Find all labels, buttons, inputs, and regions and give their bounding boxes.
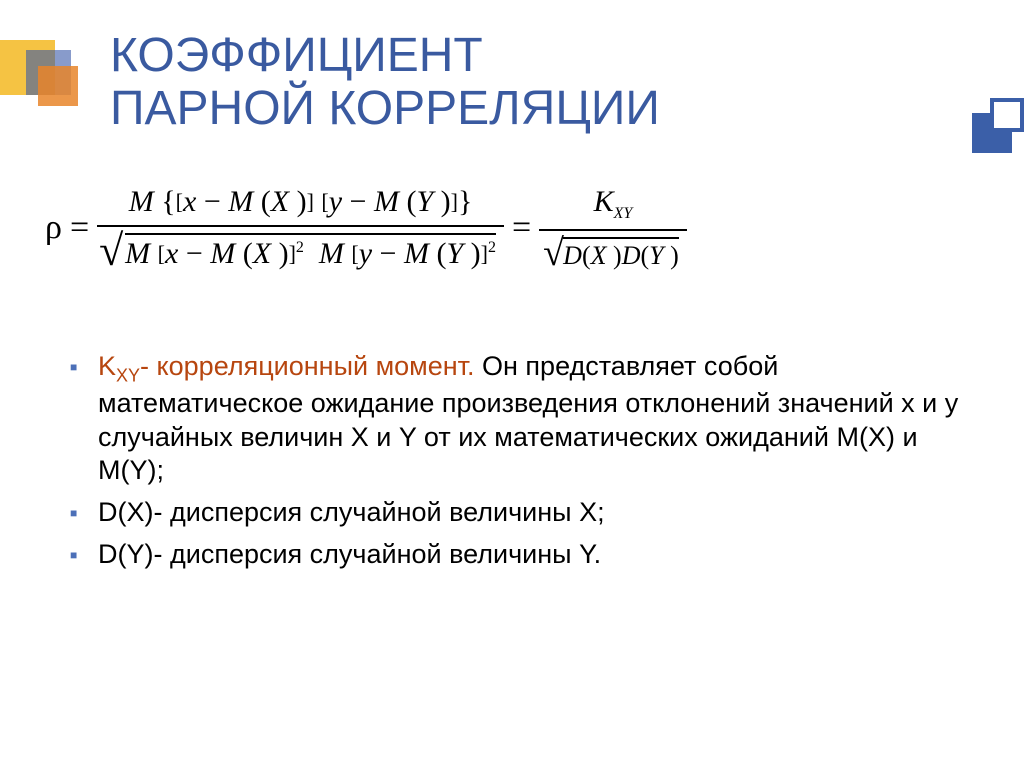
frac1-numerator: M {[x − M (X )] [y − M (Y )]} (97, 185, 504, 227)
fraction-1: M {[x − M (X )] [y − M (Y )]} M [x − M (… (97, 185, 504, 271)
sqrt-1: M [x − M (X )]2 M [y − M (Y )]2 (105, 233, 496, 271)
sqrt-2: D(X )D(Y ) (547, 237, 679, 271)
corner-decoration-tr (964, 98, 1024, 148)
bullet-1-colored: KXY- корреляционный момент. (98, 351, 475, 381)
frac2-denominator: D(X )D(Y ) (539, 231, 687, 271)
title-line-2: ПАРНОЙ КОРРЕЛЯЦИИ (110, 82, 660, 135)
deco-square-orange (38, 66, 78, 106)
bullet-3: D(Y)- дисперсия случайной величины Y. (70, 538, 974, 572)
body-text: KXY- корреляционный момент. Он представл… (70, 350, 974, 580)
deco-box-white (990, 98, 1024, 132)
equals-1: = (70, 209, 89, 246)
rho-symbol: ρ (45, 209, 62, 246)
frac2-numerator: KXY (539, 185, 687, 231)
bullet-1: KXY- корреляционный момент. Он представл… (70, 350, 974, 488)
fraction-2: KXY D(X )D(Y ) (539, 185, 687, 271)
page-title: КОЭФФИЦИЕНТ ПАРНОЙ КОРРЕЛЯЦИИ (110, 30, 660, 136)
equals-2: = (512, 209, 531, 246)
corner-decoration-tl (0, 40, 100, 140)
bullet-2: D(X)- дисперсия случайной величины X; (70, 496, 974, 530)
frac1-denominator: M [x − M (X )]2 M [y − M (Y )]2 (97, 227, 504, 271)
title-line-1: КОЭФФИЦИЕНТ (110, 29, 483, 82)
formula: ρ = M {[x − M (X )] [y − M (Y )]} M [x −… (45, 185, 979, 271)
